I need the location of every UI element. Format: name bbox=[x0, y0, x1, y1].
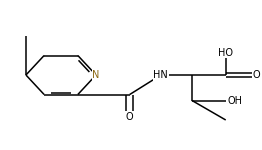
Text: O: O bbox=[253, 70, 261, 80]
Text: OH: OH bbox=[227, 96, 242, 105]
Text: HO: HO bbox=[218, 48, 233, 57]
Text: O: O bbox=[126, 112, 134, 122]
Text: N: N bbox=[92, 70, 100, 80]
Text: HN: HN bbox=[154, 70, 168, 80]
